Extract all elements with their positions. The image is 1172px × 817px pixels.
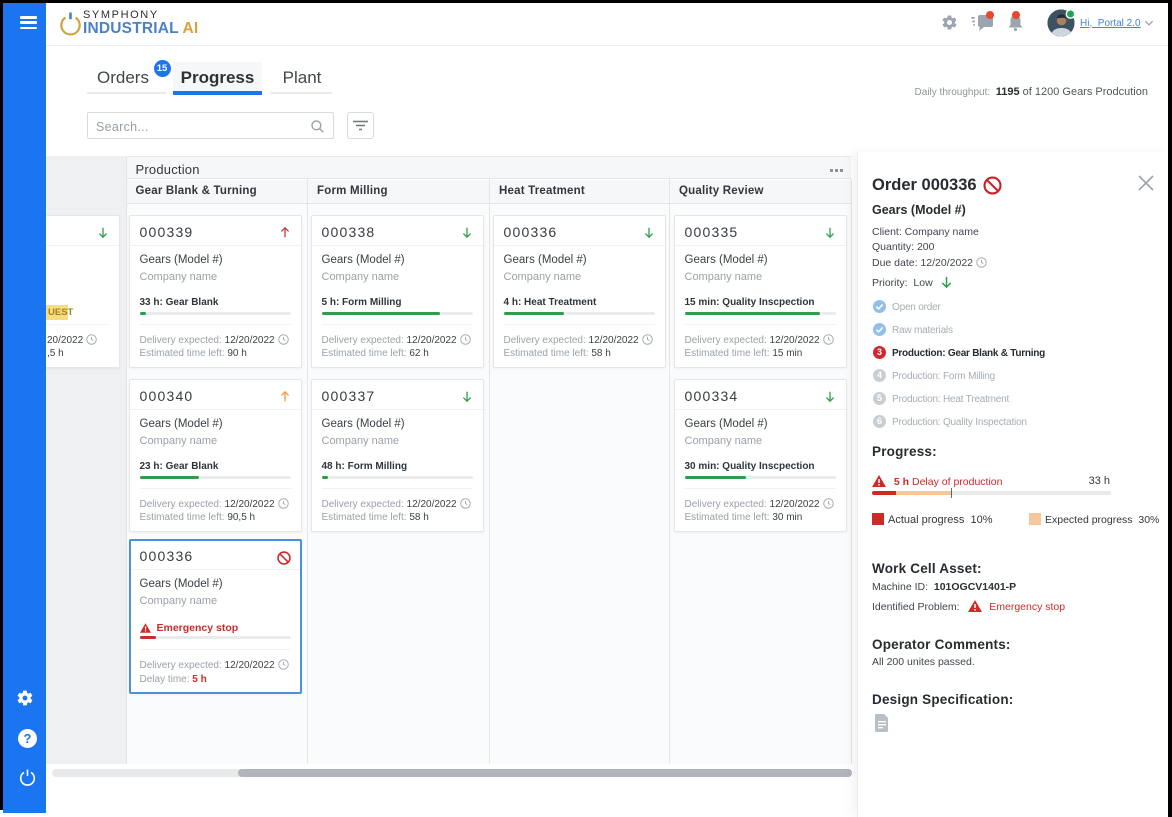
svg-text:?: ? [24, 731, 32, 746]
